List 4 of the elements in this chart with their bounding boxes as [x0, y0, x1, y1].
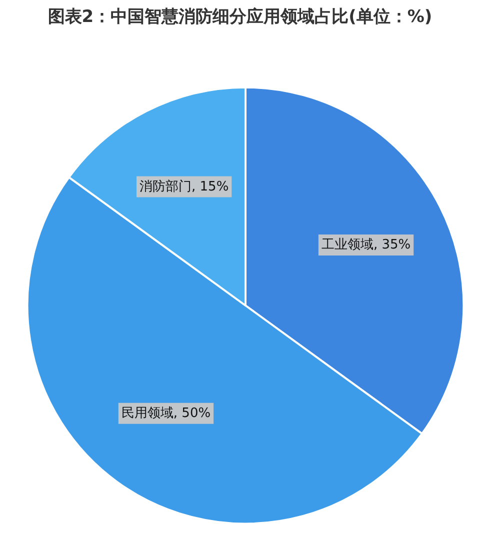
chart-title: 图表2：中国智慧消防细分应用领域占比(单位：%) — [48, 6, 432, 29]
slice-label: 工业领域, 35% — [321, 237, 411, 252]
slice-label: 民用领域, 50% — [121, 406, 211, 421]
slice-label: 消防部门, 15% — [140, 178, 229, 194]
